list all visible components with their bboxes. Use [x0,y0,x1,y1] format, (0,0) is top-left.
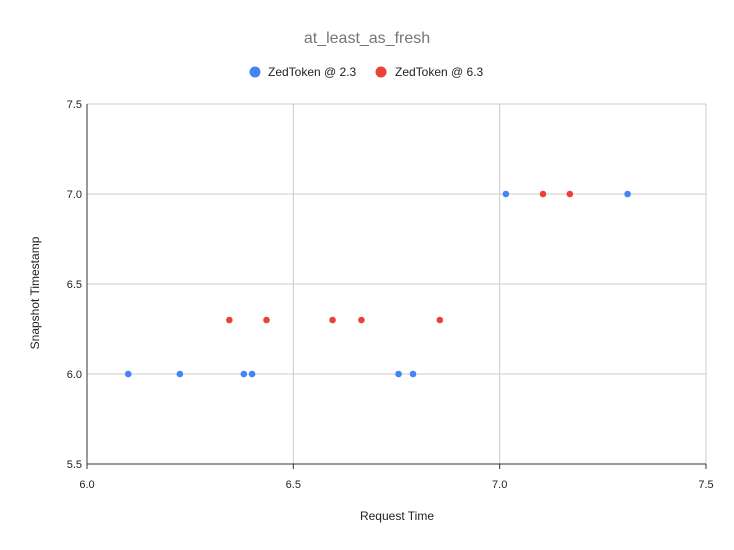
data-point-series-2[interactable] [263,316,270,324]
tick-labels: 5.5 6.0 6.5 7.0 7.5 6.0 6.5 7.0 7.5 [67,99,714,491]
legend-item-zedtoken-2-3[interactable]: ZedToken @ 2.3 [249,65,357,79]
legend-marker-zedtoken-2-3 [249,66,261,78]
x-tick-label: 6.5 [286,479,301,491]
data-point-series-2[interactable] [539,190,547,198]
x-tick-label: 7.0 [492,479,507,491]
data-point-series-1[interactable] [176,370,184,378]
data-points [124,190,631,378]
data-point-series-1[interactable] [124,370,132,378]
data-point-series-2[interactable] [226,316,233,324]
x-tick-label: 7.5 [698,479,713,491]
legend-item-zedtoken-6-3[interactable]: ZedToken @ 6.3 [375,65,484,79]
x-tick-label: 6.0 [79,479,94,491]
y-tick-label: 6.0 [67,369,82,381]
data-point-series-1[interactable] [409,370,417,378]
data-point-series-1[interactable] [248,370,256,378]
axes [86,463,707,469]
y-tick-label: 5.5 [67,459,82,471]
data-point-series-1[interactable] [502,190,510,198]
legend-label-zedtoken-6-3: ZedToken @ 6.3 [395,65,484,79]
data-point-series-1[interactable] [240,370,248,378]
legend-label-zedtoken-2-3: ZedToken @ 2.3 [268,65,357,79]
y-tick-label: 7.0 [67,189,82,201]
gridlines [86,103,707,464]
data-point-series-1[interactable] [395,370,402,378]
data-point-series-2[interactable] [329,316,336,324]
legend[interactable]: ZedToken @ 2.3 ZedToken @ 6.3 [249,65,484,79]
data-point-series-2[interactable] [566,190,574,198]
x-axis-title: Request Time [360,509,434,523]
legend-marker-zedtoken-6-3 [375,66,387,78]
data-point-series-2[interactable] [358,316,365,324]
y-axis-title: Snapshot Timestamp [28,236,42,349]
y-tick-label: 6.5 [67,279,82,291]
data-point-series-2[interactable] [436,316,444,324]
y-tick-label: 7.5 [67,99,82,111]
chart-title: at_least_as_fresh [304,30,430,47]
data-point-series-1[interactable] [624,190,631,198]
